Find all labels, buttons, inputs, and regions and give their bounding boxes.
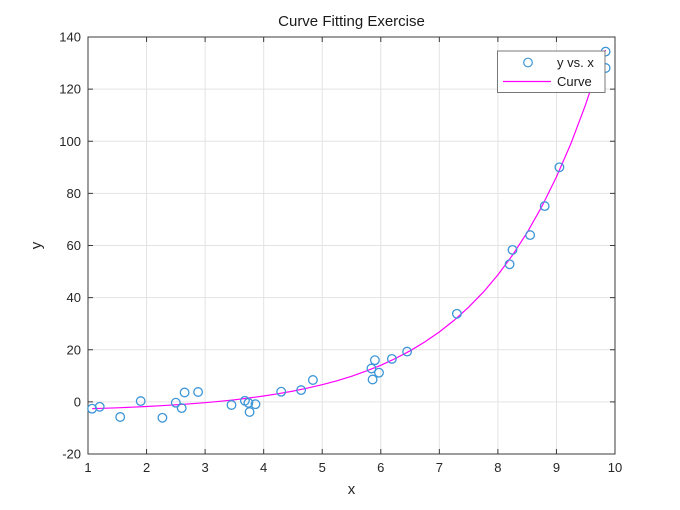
scatter-point (374, 367, 384, 378)
legend-label-curve: Curve (557, 74, 592, 89)
x-tick-label: 3 (201, 460, 208, 475)
x-tick-label: 7 (436, 460, 443, 475)
plot-data (87, 46, 611, 423)
scatter-point (296, 385, 307, 396)
scatter-point (402, 346, 413, 357)
axes-box-and-ticks (87, 36, 616, 455)
y-axis-label: y (28, 241, 45, 249)
x-tick-label: 5 (319, 460, 326, 475)
scatter-point (115, 412, 126, 422)
tick-labels: 1 2 3 4 5 6 7 8 9 10 -20 0 20 40 60 80 100 120 140 (59, 30, 622, 476)
scatter-point (366, 363, 377, 374)
scatter-point (157, 412, 168, 423)
x-tick-label: 4 (260, 460, 267, 475)
y-tick-label: 120 (59, 82, 81, 97)
scatter-point (87, 403, 98, 414)
y-tick-label: -20 (62, 447, 81, 462)
y-tick-label: 20 (67, 342, 81, 357)
x-tick-label: 9 (553, 460, 560, 475)
scatter-point (276, 386, 287, 397)
scatter-point (451, 308, 462, 319)
y-tick-label: 140 (59, 30, 81, 45)
scatter-point (525, 230, 536, 241)
scatter-point (307, 375, 318, 385)
legend-box (497, 50, 606, 93)
scatter-point (386, 353, 397, 364)
scatter-point (244, 407, 255, 417)
scatter-point (135, 396, 146, 407)
x-axis-label: x (348, 481, 356, 498)
y-tick-label: 60 (67, 238, 81, 253)
x-tick-label: 1 (84, 460, 91, 475)
x-tick-label: 10 (608, 460, 622, 475)
x-tick-label: 8 (494, 460, 501, 475)
scatter-point (507, 244, 518, 255)
legend-label-scatter: y vs. x (557, 55, 594, 70)
scatter-point (367, 374, 378, 385)
y-tick-label: 100 (59, 134, 81, 149)
scatter-point (554, 162, 565, 173)
y-tick-label: 0 (74, 394, 81, 409)
x-tick-label: 6 (377, 460, 384, 475)
scatter-point (250, 399, 261, 410)
scatter-point (193, 387, 204, 397)
scatter-point (170, 397, 181, 408)
y-tick-label: 40 (67, 290, 81, 305)
scatter-point (226, 400, 237, 410)
scatter-point (179, 387, 190, 398)
legend: y vs. x Curve (497, 50, 606, 93)
scatter-point (369, 355, 380, 366)
legend-scatter-marker-icon (523, 57, 533, 68)
x-tick-label: 2 (143, 460, 150, 475)
scatter-point (539, 201, 550, 212)
grid-lines (88, 37, 615, 454)
fit-curve (92, 49, 607, 410)
scatter-point (176, 403, 187, 414)
y-tick-label: 80 (67, 186, 81, 201)
chart-title: Curve Fitting Exercise (278, 13, 425, 30)
scatter-point (504, 259, 515, 270)
scatter-point (94, 401, 105, 412)
